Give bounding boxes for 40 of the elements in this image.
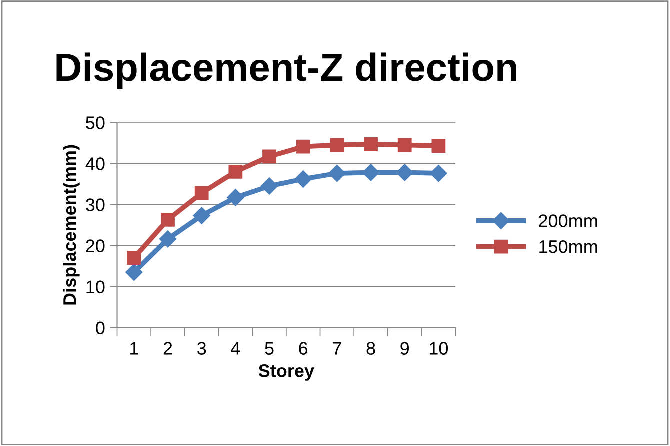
point xyxy=(294,170,312,188)
chart-title: Displacement-Z direction xyxy=(56,52,516,90)
point xyxy=(228,164,243,179)
point xyxy=(193,207,210,224)
point xyxy=(194,186,209,200)
point xyxy=(126,264,143,281)
y-axis-title: Displacement(mm) xyxy=(62,145,80,305)
y-tick-label: 40 xyxy=(86,158,105,170)
x-tick-label: 4 xyxy=(231,342,240,355)
point xyxy=(328,164,346,182)
y-tick-label: 20 xyxy=(86,240,105,252)
x-tick-label: 9 xyxy=(400,342,410,355)
point xyxy=(330,138,344,152)
x-tick-label: 6 xyxy=(299,342,308,355)
point xyxy=(260,178,278,195)
point xyxy=(127,251,142,265)
x-tick-label: 3 xyxy=(198,342,206,355)
point xyxy=(432,139,446,153)
point xyxy=(159,230,177,248)
x-tick-label: 2 xyxy=(164,342,172,355)
point xyxy=(364,137,378,152)
point xyxy=(398,138,412,152)
y-tick-label: 50 xyxy=(86,116,105,130)
x-tick-label: 1 xyxy=(130,342,138,355)
point xyxy=(227,189,244,206)
point xyxy=(161,212,175,227)
x-tick-label: 5 xyxy=(265,342,274,355)
x-axis-title: Storey xyxy=(258,364,314,381)
point xyxy=(430,164,448,182)
x-tick-label: 10 xyxy=(430,342,448,355)
x-tick-label: 7 xyxy=(333,342,342,355)
legend-label: 150mm xyxy=(540,240,598,254)
point xyxy=(296,140,310,154)
x-tick-label: 8 xyxy=(366,342,376,355)
point xyxy=(262,150,276,164)
y-tick-label: 0 xyxy=(96,322,105,335)
point xyxy=(396,164,414,182)
y-tick-label: 30 xyxy=(86,198,105,212)
y-tick-label: 10 xyxy=(86,280,105,294)
legend-label: 200mm xyxy=(539,214,598,228)
